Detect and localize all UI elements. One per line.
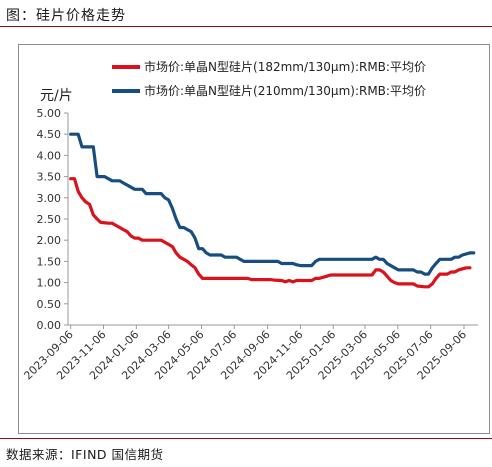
y-tick-label: 1.50 xyxy=(37,255,62,268)
figure-title: 图：硅片价格走势 xyxy=(6,8,126,24)
chart-frame xyxy=(18,44,490,434)
legend-label-182: 市场价:单晶N型硅片(182mm/130μm):RMB:平均价 xyxy=(144,59,426,74)
footer-divider xyxy=(0,438,492,439)
series-line-182mm xyxy=(69,177,472,289)
y-tick-label: 4.50 xyxy=(37,128,62,141)
y-tick-label: 0.00 xyxy=(37,319,62,332)
legend-label-210: 市场价:单晶N型硅片(210mm/130μm):RMB:平均价 xyxy=(144,83,426,98)
y-tick-label: 3.50 xyxy=(37,171,62,184)
y-tick-label: 3.00 xyxy=(37,192,62,205)
series-group xyxy=(69,132,476,289)
y-tick-label: 2.50 xyxy=(37,213,62,226)
data-source-note: 数据来源：IFIND 国信期货 xyxy=(6,447,164,462)
x-axis: 2023-09-062023-11-062024-01-062024-03-06… xyxy=(21,324,478,382)
y-tick-label: 2.00 xyxy=(37,234,62,247)
y-tick-label: 4.00 xyxy=(37,149,62,162)
series-line-210mm xyxy=(69,132,476,276)
y-tick-label: 0.50 xyxy=(37,298,62,311)
y-axis-unit-label: 元/片 xyxy=(40,88,73,104)
title-divider xyxy=(0,26,492,27)
chart-legend: 市场价:单晶N型硅片(182mm/130μm):RMB:平均价 市场价:单晶N型… xyxy=(112,59,426,98)
y-tick-label: 1.00 xyxy=(37,277,62,290)
y-tick-label: 5.00 xyxy=(37,107,62,120)
y-axis: 0.00 0.50 1.00 1.50 2.00 2.50 3.00 3.50 4.00 4.50… xyxy=(37,107,69,332)
